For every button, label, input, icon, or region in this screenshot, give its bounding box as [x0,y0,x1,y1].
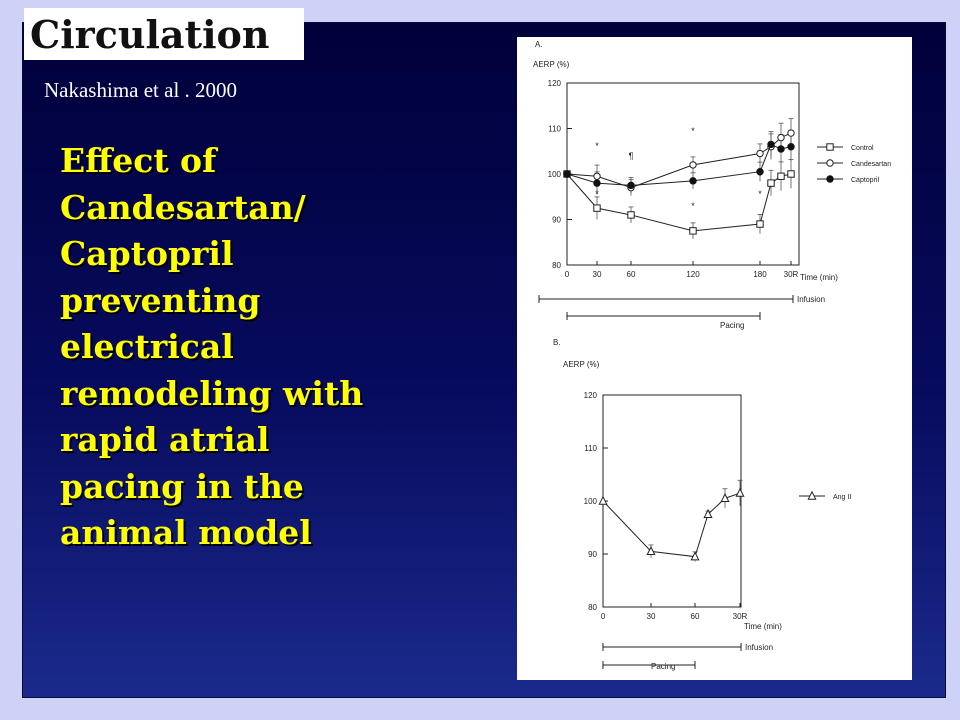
x-tick-label: 60 [691,612,700,621]
headline-line: preventing [60,280,261,320]
data-point [756,220,764,228]
x-axis-label: Time (min) [800,273,838,282]
significance-marker: * [758,171,762,181]
data-point [598,495,608,505]
plot-frame [566,82,800,266]
significance-marker: * [595,189,599,199]
data-point [787,170,795,178]
x-tick-label: 30R [784,270,799,279]
significance-marker: * [691,126,695,136]
headline-line: rapid atrial [60,420,270,459]
x-tick-label: 30R [733,612,748,621]
x-tick-label: 0 [565,270,570,279]
y-axis-label: AERP (%) [533,60,570,69]
pacing-label: Pacing [651,662,675,671]
y-tick-label: 100 [584,497,598,506]
headline-line: Captopril [60,234,234,273]
y-tick-label: 90 [552,216,561,225]
y-tick-label: 80 [552,261,561,270]
legend-label: Ang II [833,494,851,501]
pacing-label: Pacing [720,321,744,330]
journal-logo: Circulation [24,8,304,60]
plot-frame [602,394,742,608]
y-axis-label: AERP (%) [563,360,600,369]
headline-line: Effect of [60,141,217,180]
data-point [563,170,571,178]
data-point [593,204,601,212]
data-point [756,149,764,158]
significance-marker: * [758,189,762,199]
data-point [689,177,697,185]
legend-label: Candesartan [851,161,891,168]
headline-line: animal model [60,513,312,552]
data-point [593,172,601,180]
data-point [720,493,730,503]
significance-marker: ¶ [629,151,634,161]
panel-label: B. [553,338,561,347]
y-tick-label: 80 [588,603,597,612]
data-point [787,143,795,151]
x-tick-label: 180 [753,270,767,279]
x-tick-label: 120 [686,270,700,279]
significance-marker: * [595,141,599,151]
x-tick-label: 30 [593,270,602,279]
data-point [703,508,713,518]
legend-label: Control [851,145,874,152]
headline-line: remodeling with [60,373,364,413]
x-tick-label: 30 [647,612,656,621]
data-point [777,145,785,153]
data-point [593,179,601,187]
data-point [646,546,656,556]
data-point [627,181,635,190]
y-tick-label: 90 [588,550,597,559]
y-tick-label: 120 [584,391,598,400]
y-tick-label: 110 [584,444,597,453]
panel-label: A. [535,40,543,49]
data-point [767,179,775,187]
slide-headline: Effect of Candesartan/ Captopril prevent… [60,138,490,557]
data-point [807,490,817,500]
x-tick-label: 0 [601,612,606,621]
x-tick-label: 60 [627,270,636,279]
significance-marker: * [691,201,695,211]
y-tick-label: 100 [548,170,562,179]
y-tick-label: 120 [548,79,562,88]
data-point [826,143,834,151]
figure-panel: A. AERP (%) 80 90 100 110 120 0 30 60 120 180 30R Tim… [517,37,912,680]
data-point [777,172,785,180]
data-point [689,227,697,235]
data-point [826,175,834,183]
headline-line: electrical [60,327,234,366]
infusion-label: Infusion [745,643,773,652]
data-point [735,487,745,497]
x-axis-label: Time (min) [744,622,782,631]
citation: Nakashima et al . 2000 [44,78,238,102]
data-point [767,140,775,149]
y-tick-label: 110 [548,125,561,134]
data-point [756,168,764,176]
headline-line: Candesartan/ [60,187,306,227]
data-point [689,161,697,169]
data-point [826,159,834,167]
series-line [602,492,741,558]
journal-logo-text: Circulation [30,11,270,57]
legend-label: Captopril [851,177,879,184]
data-point [777,133,785,142]
headline-line: pacing in the [60,466,304,506]
data-point [787,129,795,137]
data-point [690,551,700,561]
infusion-label: Infusion [797,295,825,304]
data-point [627,211,635,219]
